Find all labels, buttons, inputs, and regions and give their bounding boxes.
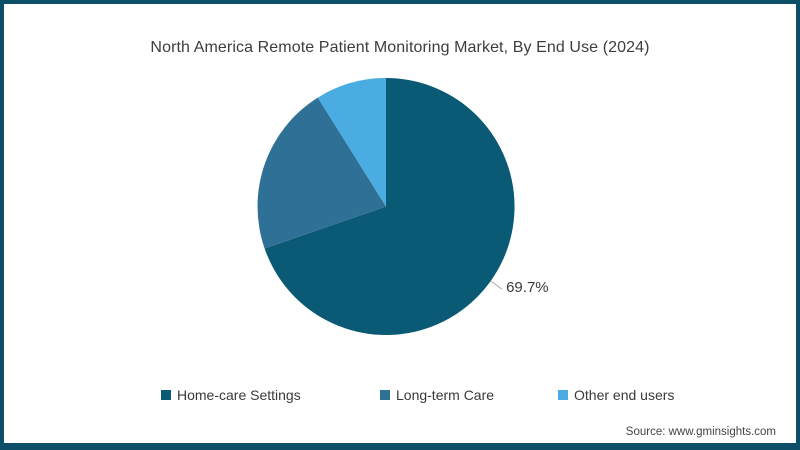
source-attribution: Source: www.gminsights.com xyxy=(625,426,776,438)
pie-slice-2 xyxy=(317,78,386,207)
legend-item-home-care-settings: Home-care Settings xyxy=(161,385,301,405)
pie-data-label: 69.7% xyxy=(506,279,549,296)
legend-label: Other end users xyxy=(574,387,675,403)
legend-item-long-term-care: Long-term Care xyxy=(380,385,494,405)
legend-swatch-other-end-users xyxy=(558,390,568,400)
legend-item-other-end-users: Other end users xyxy=(558,385,674,405)
pie-slice-0 xyxy=(264,77,515,336)
legend-label: Long-term Care xyxy=(396,387,495,403)
chart-title: North America Remote Patient Monitoring … xyxy=(150,39,650,56)
pie-slice-1 xyxy=(257,97,386,249)
legend-swatch-long-term-care xyxy=(380,390,390,400)
legend-label: Home-care Settings xyxy=(177,387,301,403)
legend-swatch-home-care-settings xyxy=(161,390,171,400)
legend: Home-care Settings Long-term Care Other … xyxy=(0,385,800,405)
label-leader-line xyxy=(490,280,503,290)
